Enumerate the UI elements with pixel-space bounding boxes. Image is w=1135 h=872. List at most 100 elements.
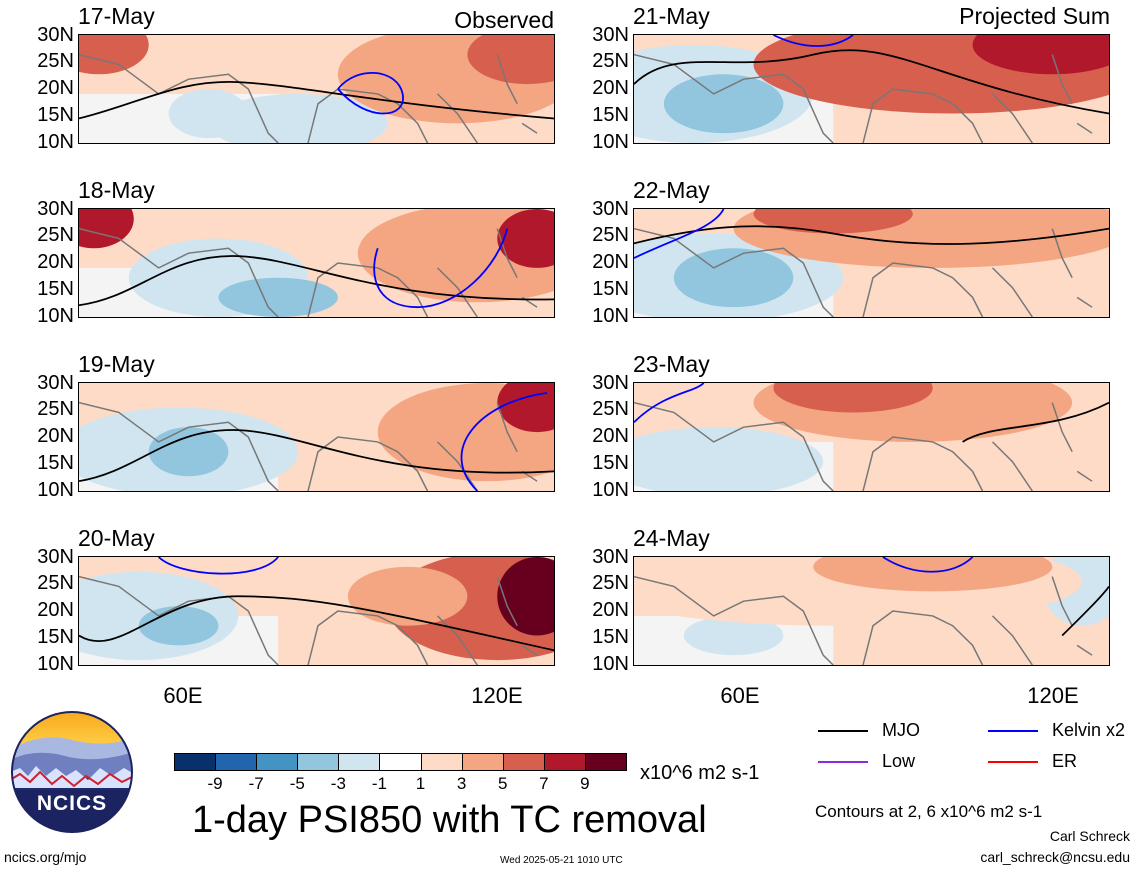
latitude-tick: 10N [37,131,74,153]
latitude-tick: 20N [592,599,629,621]
latitude-tick: 30N [592,372,629,394]
colorbar-cell [543,753,586,771]
observed-heading: Observed [454,7,554,33]
colorbar-tick-label: -3 [330,774,346,793]
figure-title: 1-day PSI850 with TC removal [192,799,707,841]
map-panel-observed-19-may [78,382,555,492]
colorbar-cell [256,753,299,771]
colorbar-cell [297,753,340,771]
legend-item-kelvin: Kelvin x2 [988,720,1125,741]
latitude-tick: 25N [592,398,629,420]
colorbar-tick-label: 7 [539,774,549,793]
colorbar-tick-label: 5 [497,774,508,793]
author: Carl Schreck [1049,828,1130,844]
latitude-tick: 10N [37,305,74,327]
latitude-tick: 30N [37,198,74,220]
latitude-tick: 20N [592,77,629,99]
logo-text: NCICS [36,792,108,815]
latitude-tick: 20N [37,425,74,447]
latitude-tick: 25N [592,50,629,72]
latitude-tick: 20N [37,251,74,273]
colorbar-cell [461,753,504,771]
longitude-tick: 60E [720,683,760,708]
date-label: 22-May [633,177,710,203]
latitude-tick: 30N [592,24,629,46]
colorbar-cell [379,753,422,771]
latitude-tick: 25N [592,224,629,246]
date-label: 18-May [78,177,155,203]
projected-heading: Projected Sum [959,3,1110,29]
colorbar-tick-label: -5 [289,774,305,793]
latitude-tick: 10N [592,653,629,675]
latitude-tick: 15N [37,104,74,126]
latitude-tick: 25N [37,50,74,72]
latitude-tick: 10N [37,479,74,501]
colorbar [174,753,627,771]
colorbar-tick-label: 3 [456,774,467,793]
legend-label: ER [1052,751,1078,771]
latitude-tick: 10N [592,131,629,153]
legend-item-low: Low [818,751,915,772]
website-link[interactable]: ncics.org/mjo [4,849,87,865]
colorbar-cell [584,753,627,771]
latitude-tick: 25N [592,572,629,594]
legend-label: Low [882,751,916,771]
colorbar-cell [174,753,217,771]
colorbar-cell [338,753,381,771]
map-panel-projected-24-may [633,556,1110,666]
latitude-tick: 30N [37,372,74,394]
latitude-tick: 20N [592,251,629,273]
legend-swatch [818,760,868,763]
timestamp: Wed 2025-05-21 1010 UTC [500,855,623,866]
latitude-tick: 25N [37,224,74,246]
date-label: 17-May [78,3,155,29]
legend-label: Kelvin x2 [1052,720,1126,740]
latitude-tick: 20N [37,77,74,99]
latitude-tick: 20N [592,425,629,447]
legend-swatch [988,729,1038,732]
map-panel-projected-21-may [633,34,1110,144]
latitude-tick: 30N [592,198,629,220]
latitude-tick: 25N [37,572,74,594]
map-panel-projected-22-may [633,208,1110,318]
latitude-tick: 20N [37,599,74,621]
map-panel-observed-17-may [78,34,555,144]
latitude-tick: 15N [592,626,629,648]
latitude-tick: 10N [37,653,74,675]
colorbar-tick-label: -1 [371,774,388,793]
latitude-tick: 15N [37,278,74,300]
legend-swatch [818,729,868,732]
latitude-tick: 10N [592,305,629,327]
colorbar-tick-label: 9 [580,774,590,793]
date-label: 23-May [633,351,710,377]
latitude-tick: 30N [37,546,74,568]
latitude-tick: 15N [37,452,74,474]
date-label: 24-May [633,525,710,551]
colorbar-units: x10^6 m2 s-1 [640,762,760,784]
date-label: 19-May [78,351,155,377]
contours-note: Contours at 2, 6 x10^6 m2 s-1 [815,802,1043,821]
latitude-tick: 30N [37,24,74,46]
legend-item-mjo: MJO [818,720,920,741]
author-email: carl_schreck@ncsu.edu [980,849,1130,865]
longitude-tick: 120E [1027,683,1079,708]
colorbar-tick-label: -9 [207,774,223,793]
colorbar-cell [215,753,258,771]
latitude-tick: 30N [592,546,629,568]
map-panel-observed-18-may [78,208,555,318]
latitude-tick: 25N [37,398,74,420]
longitude-tick: 120E [471,683,523,708]
legend-label: MJO [882,720,920,740]
legend-swatch [988,760,1038,763]
latitude-tick: 15N [592,104,629,126]
map-panel-observed-20-may [78,556,555,666]
date-label: 20-May [78,525,155,551]
ncics-logo: NCICS [10,710,134,834]
latitude-tick: 15N [37,626,74,648]
colorbar-tick-label: 1 [415,774,426,793]
legend-item-er: ER [988,751,1077,772]
latitude-tick: 10N [592,479,629,501]
latitude-tick: 15N [592,278,629,300]
latitude-tick: 15N [592,452,629,474]
colorbar-cell [420,753,463,771]
